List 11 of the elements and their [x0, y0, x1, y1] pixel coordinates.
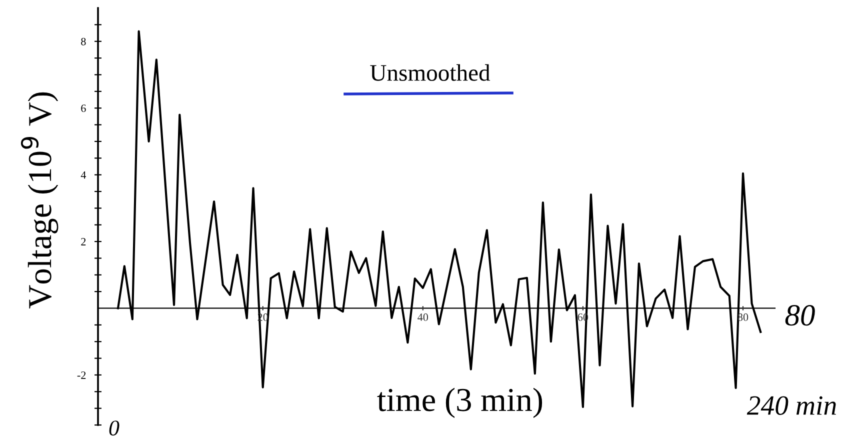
- x-tick-label: 40: [418, 313, 428, 321]
- text: Unsmoothed: [370, 64, 490, 81]
- y-tick-label: 2: [81, 238, 86, 246]
- y-tick-label: 6: [81, 104, 86, 112]
- x-axis-title: time (3 min): [377, 388, 542, 418]
- annotation: 240 min: [746, 396, 836, 415]
- annotation: 0: [109, 420, 120, 436]
- y-tick-label: 4: [80, 171, 86, 179]
- y-tick-label: 8: [81, 38, 86, 46]
- y-tick-label: -2: [77, 371, 86, 379]
- y-axis-title: Voltage (10$^{9}$ V): [20, 92, 58, 308]
